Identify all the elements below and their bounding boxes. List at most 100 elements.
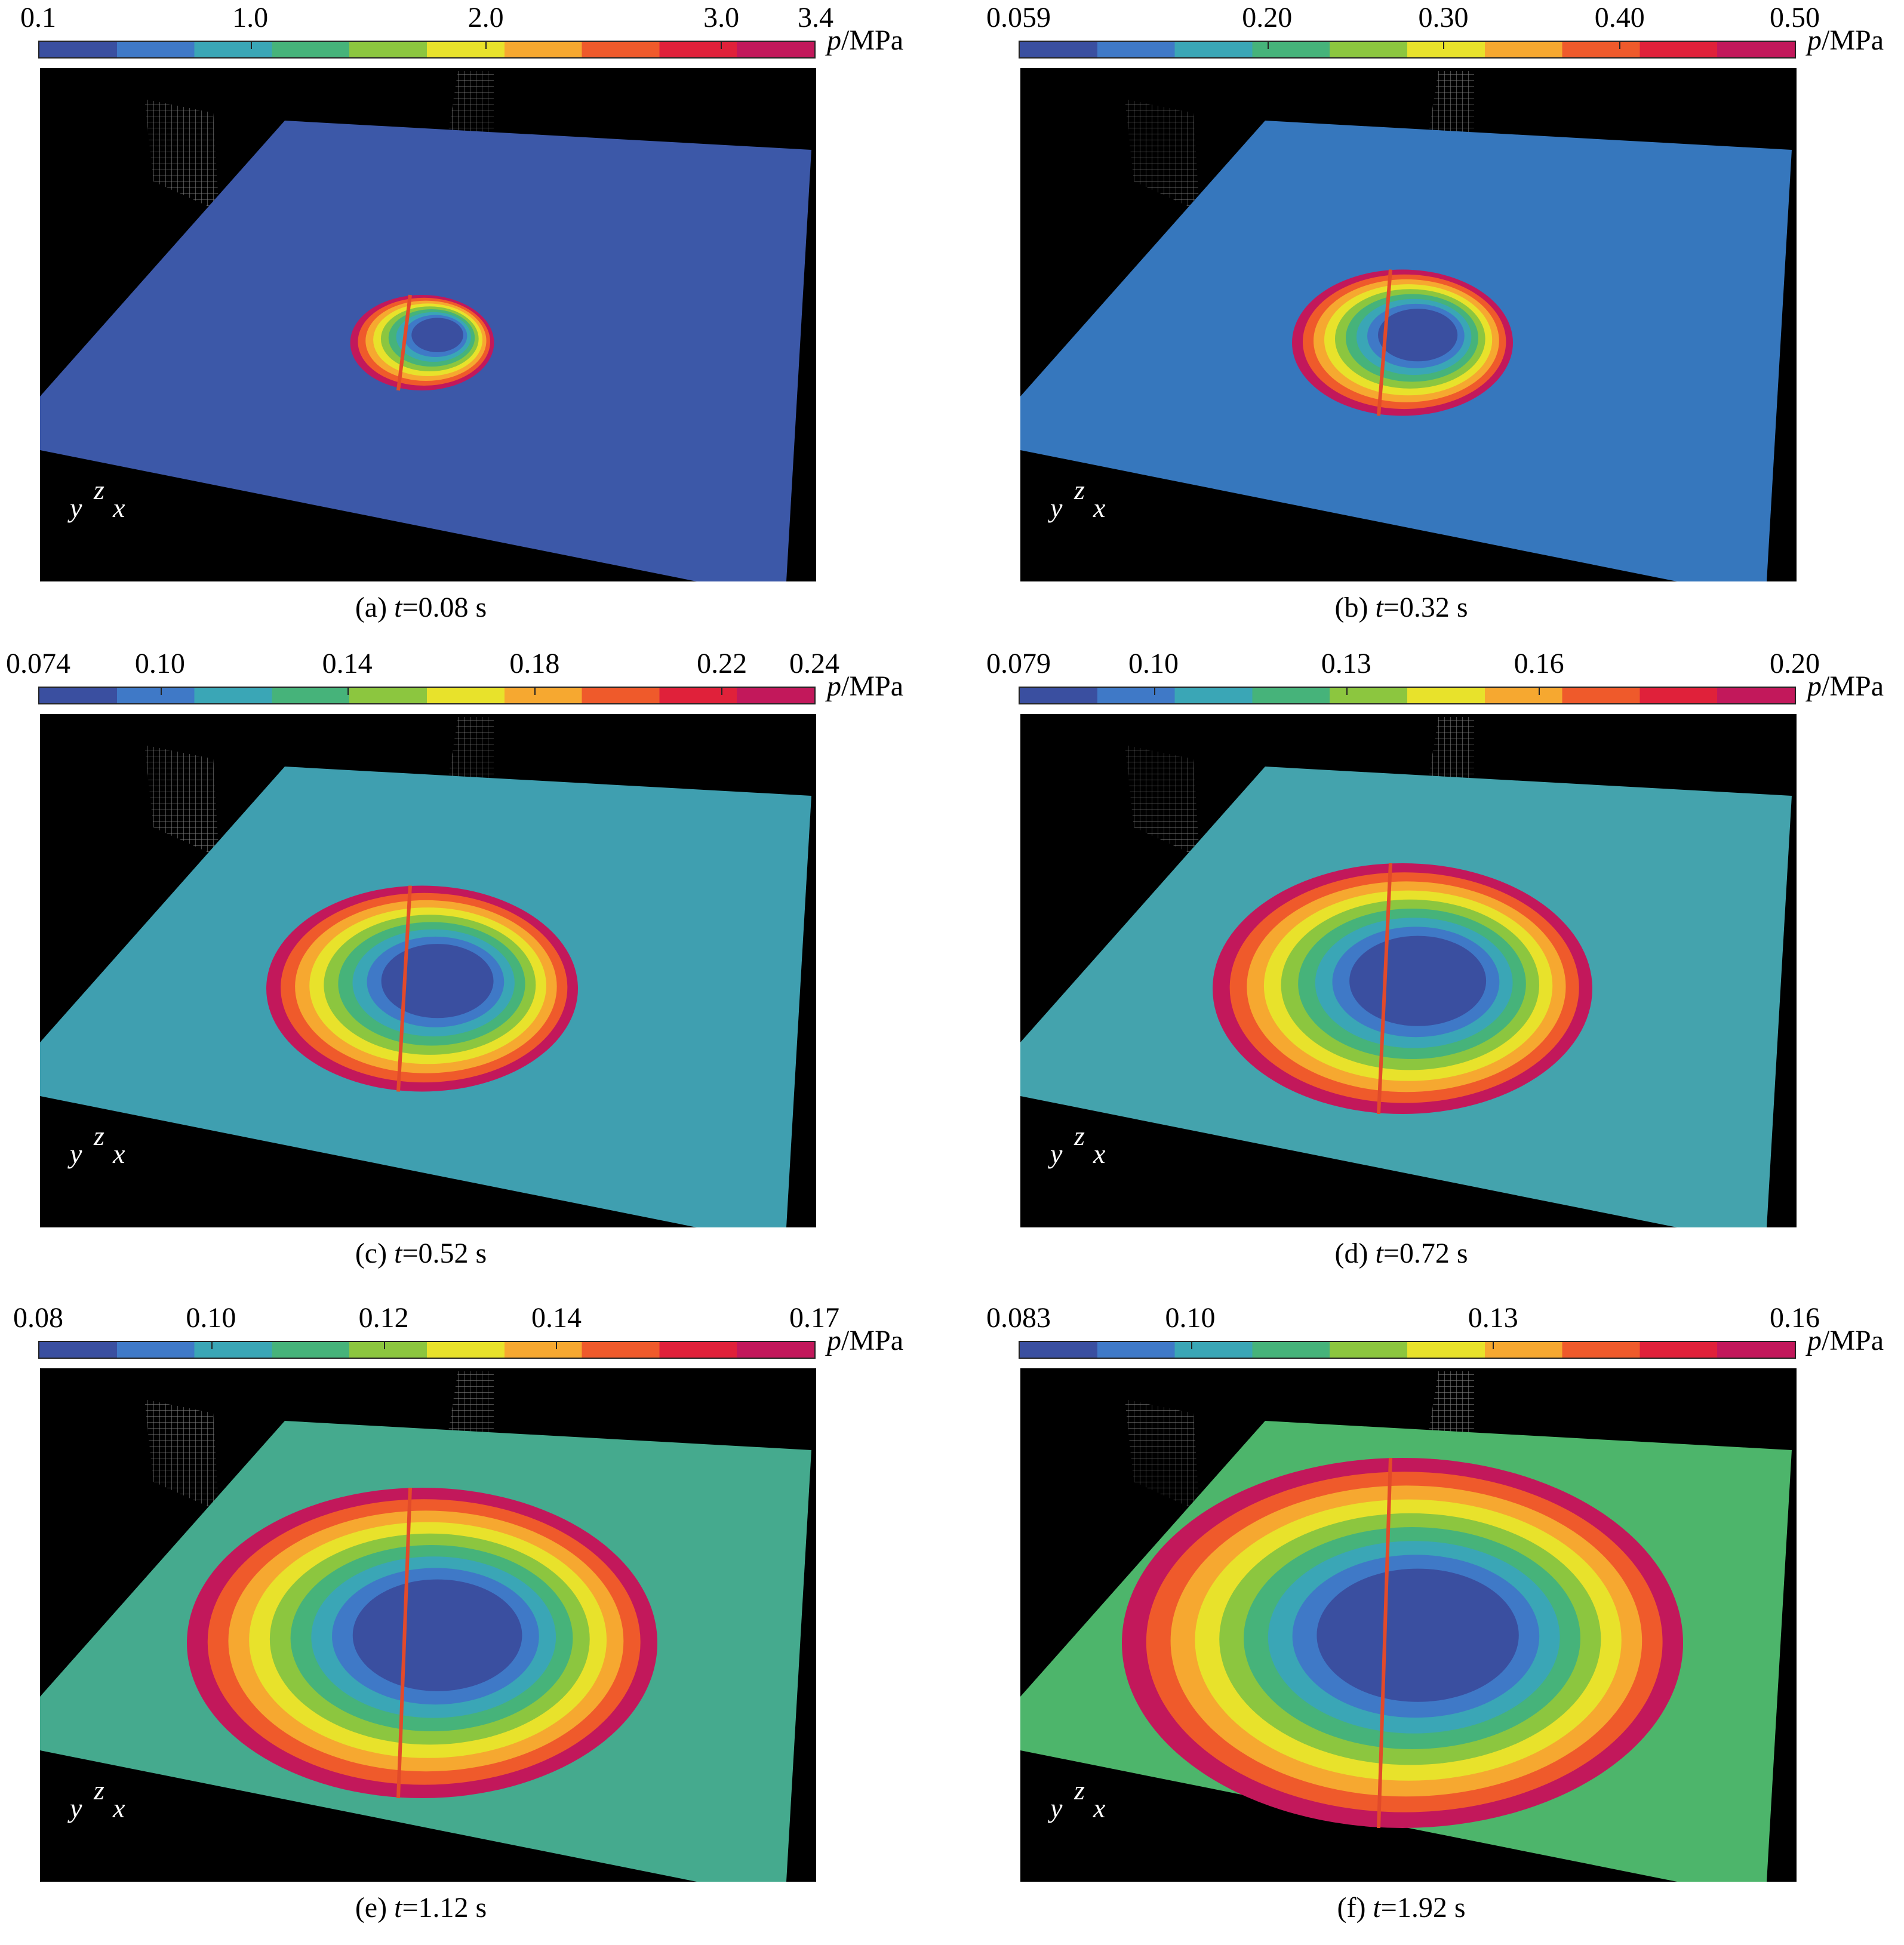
axis-z-label: z: [1074, 1121, 1085, 1151]
section-cut: [1377, 863, 1392, 1115]
pressure-ring: [352, 1579, 522, 1691]
pressure-rings: [266, 885, 578, 1092]
mesh-wall-left: [144, 1399, 219, 1512]
caption-value: =1.12 s: [402, 1892, 487, 1924]
panel-caption: (e) t=1.12 s: [0, 1890, 842, 1926]
section-cut: [396, 294, 412, 391]
caption-variable: t: [1375, 1238, 1383, 1269]
unit-variable: p: [827, 24, 841, 56]
colorbar-tick-mark: [1154, 688, 1156, 695]
unit-text: /MPa: [1822, 670, 1884, 702]
axis-z-label: z: [1074, 475, 1085, 505]
pressure-field-svg: [1020, 71, 1792, 581]
pressure-field-svg: [1020, 717, 1792, 1227]
colorbar-tick-label: 0.16: [1770, 1302, 1820, 1334]
colorbar-tick-labels: 0.059 0.20 0.30 0.40 0.50: [980, 0, 1822, 42]
colorbar-tick-label: 0.20: [1770, 648, 1820, 679]
unit-variable: p: [827, 1325, 841, 1356]
colorbar-tick-label: 0.059: [986, 2, 1051, 33]
colorbar-tick-mark: [720, 42, 722, 49]
colorbar-tick-labels: 0.08 0.10 0.12 0.14 0.17: [0, 1300, 842, 1342]
colorbar-tick-mark: [534, 688, 536, 695]
colorbar-tick-mark: [161, 688, 162, 695]
colorbar-unit-label: p/MPa: [827, 1324, 903, 1357]
axis-x-label: x: [113, 493, 125, 523]
unit-variable: p: [1807, 24, 1822, 56]
colorbar-tick-label: 0.1: [20, 2, 56, 33]
colorbar-unit-label: p/MPa: [1807, 1324, 1884, 1357]
pressure-field-svg: [40, 1371, 811, 1882]
caption-value: =0.08 s: [402, 592, 487, 623]
axis-x-label: x: [113, 1138, 125, 1169]
colorbar-unit-label: p/MPa: [1807, 670, 1884, 703]
colorbar-unit-label: p/MPa: [1807, 24, 1884, 57]
panel-a: 0.1 1.0 2.0 3.0 3.4 p/MPa y z x (a) t=0.08 s: [0, 0, 982, 645]
panel-e: 0.08 0.10 0.12 0.14 0.17 p/MPa y z x (e) t=1.12 s: [0, 1300, 982, 1945]
axis-x-label: x: [1093, 1138, 1106, 1169]
panel-d: 0.079 0.10 0.13 0.16 0.20 p/MPa y z x (d) t=0.72 …: [980, 646, 1904, 1291]
colorbar-tick-label: 2.0: [467, 2, 504, 33]
caption-prefix: (c): [355, 1238, 395, 1269]
colorbar-tick-label: 0.24: [789, 648, 839, 679]
panel-caption: (f) t=1.92 s: [980, 1890, 1822, 1926]
mesh-wall-left: [144, 745, 219, 857]
pressure-rings: [1213, 863, 1592, 1114]
pressure-rings: [1122, 1458, 1683, 1828]
colorbar-tick-labels: 0.1 1.0 2.0 3.0 3.4: [0, 0, 842, 42]
axis-z-label: z: [94, 475, 104, 505]
colorbar-unit-label: p/MPa: [827, 670, 903, 703]
caption-value: =1.92 s: [1380, 1892, 1466, 1924]
caption-prefix: (a): [355, 592, 395, 623]
colorbar-tick-mark: [1538, 688, 1540, 695]
mesh-wall-left: [1125, 1399, 1199, 1512]
axis-y-label: y: [70, 1138, 82, 1169]
caption-value: =0.52 s: [402, 1238, 487, 1269]
axis-y-label: y: [70, 1793, 82, 1823]
colorbar: [38, 1341, 816, 1359]
pressure-ring: [411, 318, 463, 352]
colorbar-tick-label: 0.12: [358, 1302, 409, 1334]
axis-x-label: x: [113, 1793, 125, 1823]
colorbar-tick-label: 0.083: [986, 1302, 1051, 1334]
mesh-wall-left: [1125, 745, 1199, 857]
panel-b: 0.059 0.20 0.30 0.40 0.50 p/MPa y z x (b) t=0.32 …: [980, 0, 1904, 645]
axis-x-label: x: [1093, 493, 1106, 523]
panel-caption: (d) t=0.72 s: [980, 1236, 1822, 1272]
axis-y-label: y: [1050, 493, 1063, 523]
axis-y-label: y: [1050, 1793, 1063, 1823]
colorbar: [1019, 1341, 1796, 1359]
axis-y-label: y: [70, 493, 82, 523]
section-cut: [396, 885, 412, 1092]
colorbar-tick-label: 0.14: [531, 1302, 582, 1334]
caption-variable: t: [1375, 592, 1383, 623]
colorbar-tick-label: 3.4: [798, 2, 833, 33]
pressure-ring: [1317, 1568, 1519, 1702]
colorbar-tick-label: 0.18: [509, 648, 560, 679]
colorbar-tick-label: 0.10: [1128, 648, 1179, 679]
colorbar-tick-mark: [1346, 688, 1348, 695]
colorbar-tick-label: 0.17: [789, 1302, 839, 1334]
colorbar-tick-mark: [1443, 42, 1445, 49]
colorbar-unit-label: p/MPa: [827, 24, 903, 57]
caption-value: =0.32 s: [1383, 592, 1468, 623]
colorbar-tick-label: 0.50: [1770, 2, 1820, 33]
colorbar: [38, 687, 816, 704]
colorbar-tick-mark: [383, 1342, 385, 1349]
colorbar-tick-label: 0.08: [13, 1302, 63, 1334]
colorbar-tick-label: 0.20: [1242, 2, 1293, 33]
pressure-rings: [350, 295, 494, 390]
colorbar-tick-mark: [251, 42, 252, 49]
unit-text: /MPa: [1822, 24, 1884, 56]
colorbar-tick-mark: [1493, 1342, 1494, 1349]
colorbar: [1019, 687, 1796, 704]
colorbar-tick-label: 0.074: [6, 648, 70, 679]
colorbar-tick-labels: 0.074 0.10 0.14 0.18 0.22 0.24: [0, 646, 842, 688]
pressure-field-svg: [40, 717, 811, 1227]
